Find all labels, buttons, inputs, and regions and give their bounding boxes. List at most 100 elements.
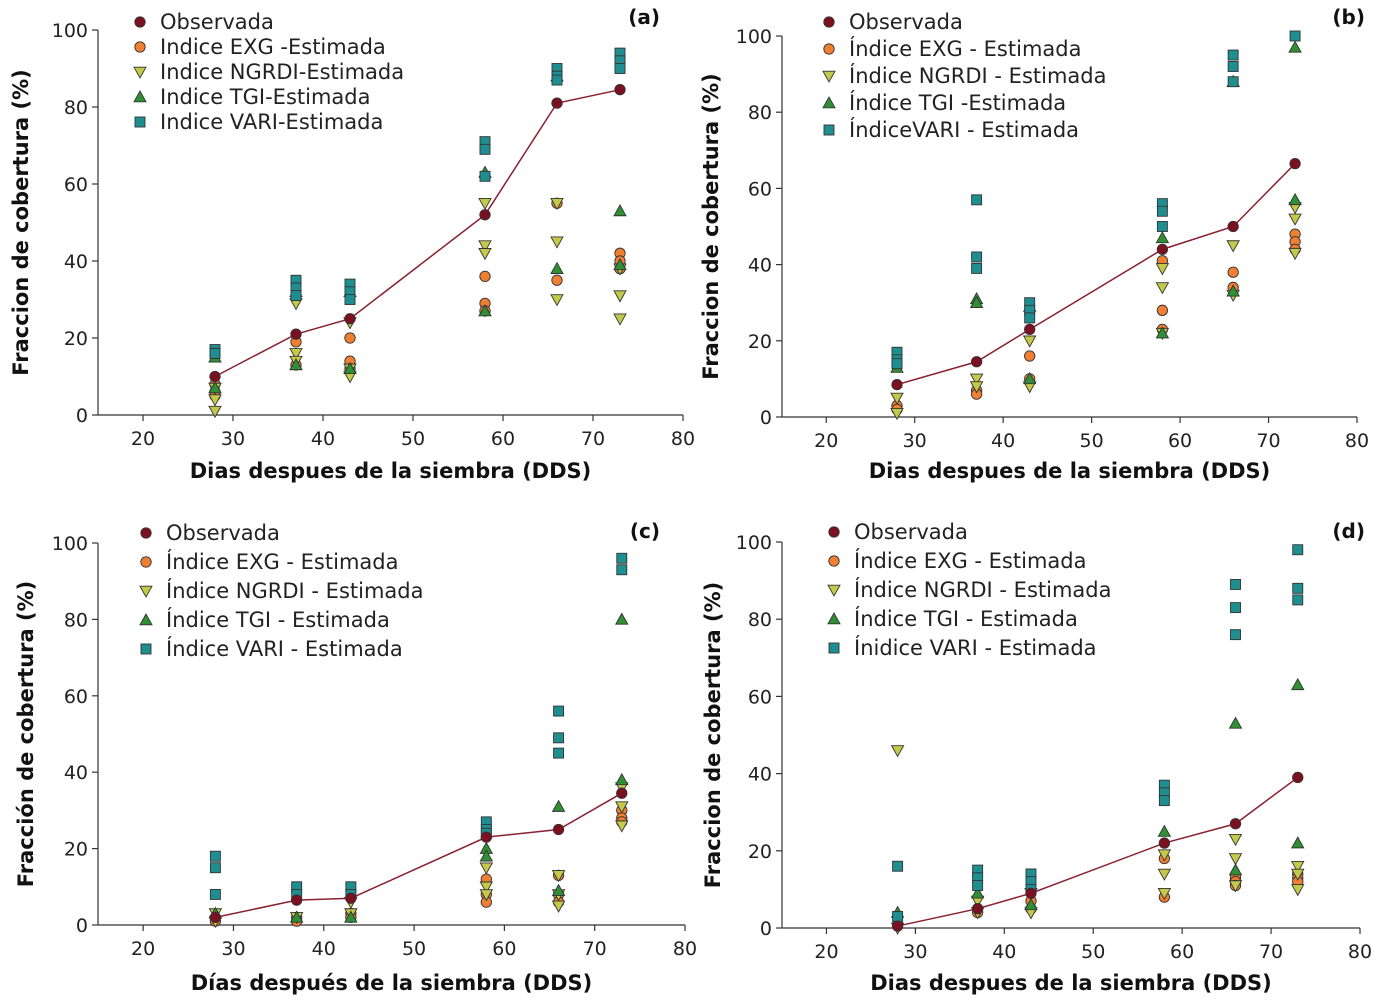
y-tick-label: 80 [64,97,88,119]
point-tgi [1228,863,1243,876]
point-ngrdi [551,870,566,883]
point-observada [479,209,491,221]
point-tgi [1228,716,1243,729]
point-ngrdi [969,373,984,386]
series-tgi [890,677,1305,918]
x-tick-label: 60 [491,428,515,450]
legend-label-tgi: Índice TGI - Estimada [854,606,1078,631]
x-tick-label: 20 [814,430,838,452]
x-tick-label: 30 [221,938,245,960]
legend-label-vari: Ínidice VARI - Estimada [854,635,1097,660]
point-ngrdi [1228,853,1243,866]
point-tgi [613,257,627,271]
point-observada [480,831,492,843]
point-ngrdi [1022,335,1037,348]
x-tick-label: 40 [992,941,1016,963]
point-ngrdi [1290,860,1305,874]
series-vari [209,552,628,900]
y-tick-label: 80 [748,609,772,631]
series-observada [891,771,1304,932]
point-ngrdi [1155,282,1170,295]
point-vari [616,564,628,576]
legend-marker-observada [828,526,840,538]
point-observada [552,823,565,836]
legend-label-vari: Índice VARI - Estimada [166,636,403,661]
point-tgi [551,883,566,896]
point-tgi [1288,40,1302,53]
x-axis-label: Dias despues de la siembra (DDS) [190,459,592,483]
x-tick-label: 40 [311,428,335,450]
series-vari [891,30,1301,370]
y-tick-label: 40 [748,255,772,277]
point-vari [479,143,491,155]
observada-line [214,88,621,378]
y-tick-label: 0 [76,405,88,427]
series-observada [891,157,1301,391]
point-tgi [479,849,494,862]
panel-label: (c) [630,519,660,543]
point-ngrdi [1288,247,1302,261]
point-vari [1158,795,1170,807]
point-ngrdi [479,881,494,894]
x-tick-label: 70 [581,428,605,450]
point-ngrdi [1226,240,1240,253]
y-tick-label: 40 [748,764,772,786]
y-tick-label: 20 [748,331,772,353]
chart-panel-3: 20 30 40 50 60 70 80 0 20 40 60 80 100 Días después d… [14,519,697,995]
observada-line [896,163,1296,386]
series-exg [209,197,626,402]
legend-label-tgi: Índice TGI - Estimada [166,607,390,632]
y-tick-label: 20 [64,839,88,861]
y-tick-label: 80 [748,102,772,124]
point-vari [1227,76,1239,88]
point-ngrdi [1290,868,1305,881]
point-observada [1024,323,1036,336]
point-ngrdi [890,392,904,405]
x-tick-label: 50 [1081,941,1105,963]
point-ngrdi [1157,849,1172,862]
point-vari [551,74,563,86]
point-observada [1289,157,1301,170]
point-tgi [550,261,564,274]
point-ngrdi [550,236,564,249]
y-axis-label: Fraccion de cobertura (%) [699,73,723,379]
legend-label-vari: ÍndiceVARI - Estimada [849,117,1079,142]
legend-label-ngrdi: Indice NGRDI-Estimada [160,60,404,84]
series-observada [209,787,628,924]
legend-marker-ngrdi [822,70,836,83]
point-ngrdi [613,290,627,303]
series-vari [209,47,626,359]
x-tick-label: 20 [814,941,838,963]
y-tick-label: 60 [64,686,88,708]
y-tick-label: 20 [64,328,88,350]
point-exg [1024,350,1036,362]
point-tgi [615,612,629,625]
point-observada [344,313,356,325]
point-ngrdi [550,294,564,307]
legend-marker-observada [823,16,835,28]
point-ngrdi [1288,213,1302,226]
point-ngrdi [478,240,492,253]
y-tick-label: 60 [64,174,88,196]
chart-panel-2: 20 30 40 50 60 70 80 0 20 40 60 80 100 Dias despues d… [699,5,1369,483]
point-tgi [1288,192,1302,206]
legend-marker-vari [134,116,146,128]
point-vari [553,732,565,744]
point-observada [616,787,628,799]
y-tick-label: 100 [52,533,88,555]
legend-marker-exg [828,555,840,567]
legend-label-observada: Observada [160,10,274,34]
panel-label: (b) [1332,5,1365,29]
point-ngrdi [1157,868,1172,881]
point-tgi [1157,824,1172,837]
point-exg [1227,266,1239,278]
point-observada [614,84,626,96]
x-tick-label: 70 [1256,430,1280,452]
point-ngrdi [478,248,492,261]
point-vari [1156,221,1168,232]
point-tgi [478,304,492,317]
x-tick-label: 50 [402,938,426,960]
point-tgi [289,910,304,923]
y-tick-label: 100 [52,20,88,42]
series-exg [209,804,628,927]
